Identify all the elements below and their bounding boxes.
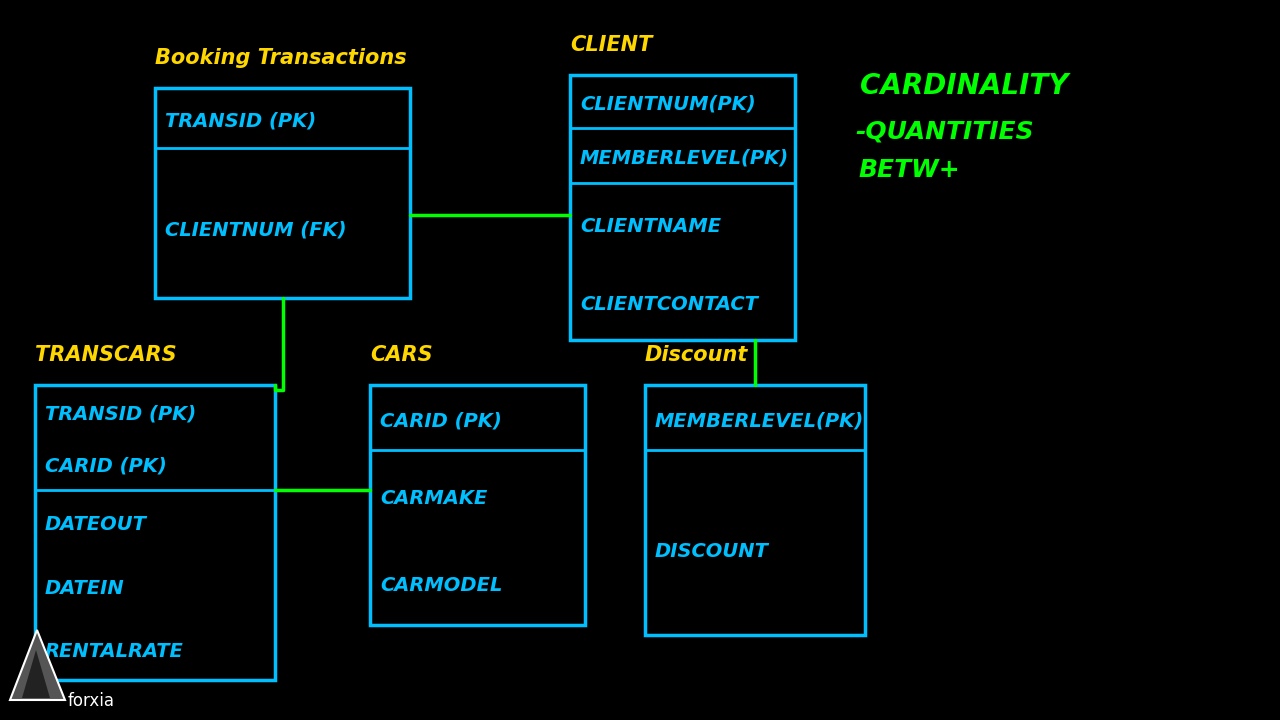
Text: CARS: CARS xyxy=(370,345,433,365)
Bar xyxy=(570,75,795,340)
Bar xyxy=(645,385,865,635)
Bar xyxy=(35,385,275,680)
Text: CARID (PK): CARID (PK) xyxy=(45,457,166,476)
Polygon shape xyxy=(22,650,50,698)
Text: Booking Transactions: Booking Transactions xyxy=(155,48,407,68)
Text: CARID (PK): CARID (PK) xyxy=(380,411,502,431)
Text: DATEIN: DATEIN xyxy=(45,579,124,598)
Text: DISCOUNT: DISCOUNT xyxy=(655,542,769,562)
Text: RENTALRATE: RENTALRATE xyxy=(45,642,184,661)
Bar xyxy=(370,385,585,625)
Text: MEMBERLEVEL(PK): MEMBERLEVEL(PK) xyxy=(655,411,864,431)
Text: TRANSID (PK): TRANSID (PK) xyxy=(165,112,316,130)
Text: -QUANTITIES: -QUANTITIES xyxy=(855,120,1034,144)
Text: CARDINALITY: CARDINALITY xyxy=(860,72,1069,100)
Text: CARMODEL: CARMODEL xyxy=(380,576,502,595)
Text: CLIENT: CLIENT xyxy=(570,35,653,55)
Polygon shape xyxy=(10,630,65,700)
Text: MEMBERLEVEL(PK): MEMBERLEVEL(PK) xyxy=(580,149,790,168)
Text: TRANSCARS: TRANSCARS xyxy=(35,345,177,365)
Text: TRANSID (PK): TRANSID (PK) xyxy=(45,405,196,423)
Text: Discount: Discount xyxy=(645,345,749,365)
Bar xyxy=(155,88,410,298)
Text: CARMAKE: CARMAKE xyxy=(380,489,488,508)
Text: CLIENTNUM (FK): CLIENTNUM (FK) xyxy=(165,221,347,240)
Text: forxia: forxia xyxy=(68,692,115,710)
Text: CLIENTCONTACT: CLIENTCONTACT xyxy=(580,295,758,314)
Text: BETW+: BETW+ xyxy=(858,158,960,182)
Text: CLIENTNAME: CLIENTNAME xyxy=(580,217,721,235)
Text: CLIENTNUM(PK): CLIENTNUM(PK) xyxy=(580,94,755,114)
Text: DATEOUT: DATEOUT xyxy=(45,516,147,534)
